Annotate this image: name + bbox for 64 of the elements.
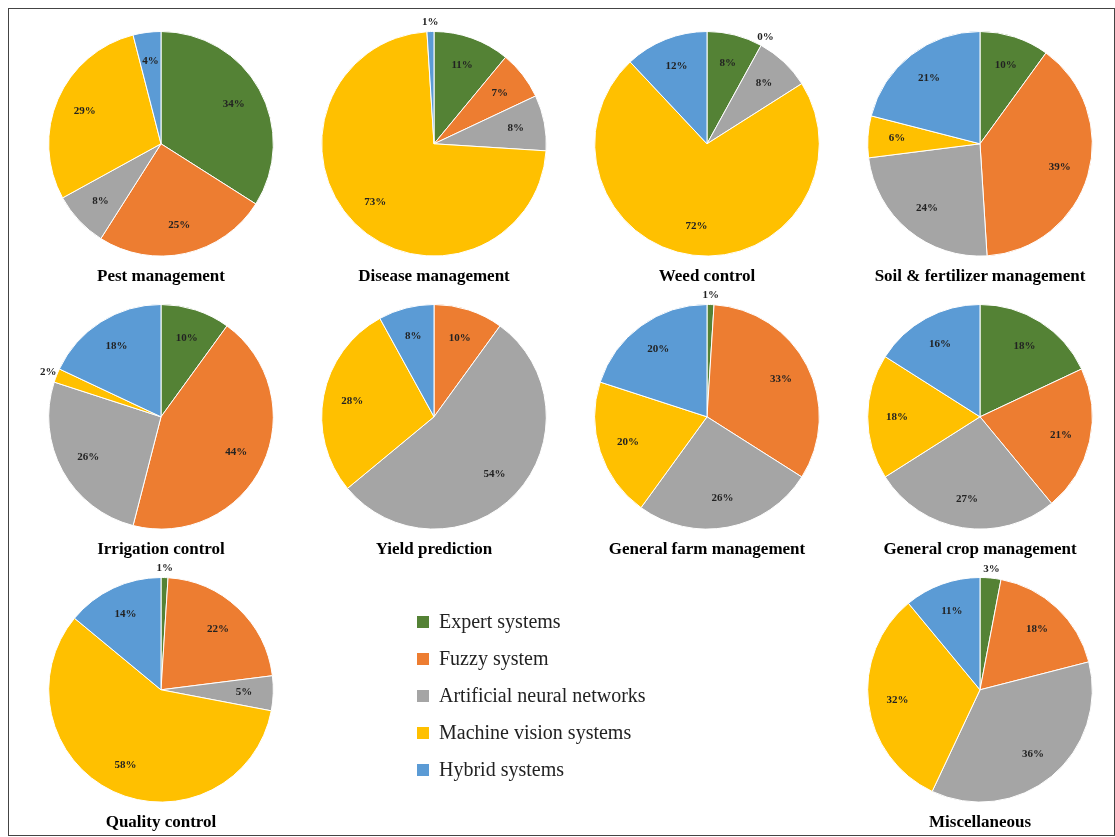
data-label: 18%: [1025, 622, 1048, 635]
data-label: 10%: [175, 330, 198, 343]
legend-label: Expert systems: [439, 610, 561, 633]
data-label: 20%: [616, 435, 639, 448]
data-label: 26%: [711, 491, 734, 504]
data-label: 10%: [448, 330, 471, 343]
data-label: 1%: [421, 15, 439, 28]
text: General crop management: [883, 539, 1077, 559]
data-label: 32%: [886, 693, 909, 706]
legend-label: Machine vision systems: [439, 721, 632, 744]
text: Quality control: [105, 812, 217, 832]
data-label: 4%: [142, 54, 159, 67]
data-label: 54%: [483, 466, 506, 479]
data-label: 14%: [114, 607, 137, 620]
data-label: 22%: [206, 622, 229, 635]
data-label: 73%: [364, 195, 387, 208]
text: 0%: [757, 30, 774, 43]
data-label: 5%: [235, 685, 253, 698]
data-label: 27%: [956, 491, 978, 504]
data-label: 8%: [755, 76, 773, 89]
data-label: 28%: [341, 394, 364, 407]
data-label: 7%: [491, 85, 508, 98]
data-label: 26%: [77, 449, 100, 462]
data-label: 24%: [916, 200, 939, 213]
data-label: 1%: [702, 288, 720, 301]
data-label: 11%: [941, 604, 963, 617]
data-label: 72%: [685, 219, 708, 232]
data-label: 39%: [1048, 159, 1071, 172]
data-label: 11%: [451, 58, 473, 71]
text: Irrigation control: [97, 539, 226, 559]
data-label: 8%: [507, 121, 524, 134]
data-label: 10%: [994, 57, 1017, 70]
data-label: 8%: [719, 56, 736, 69]
data-label: 18%: [1013, 339, 1036, 352]
data-label: 21%: [918, 70, 941, 83]
data-label: 12%: [665, 59, 688, 72]
text: Disease management: [358, 266, 511, 286]
data-label: 36%: [1021, 746, 1044, 759]
legend-label: Fuzzy system: [439, 647, 549, 670]
data-label: 3%: [983, 561, 1000, 574]
data-label: 1%: [156, 561, 174, 574]
text: Pest management: [97, 266, 226, 286]
data-label: 29%: [73, 103, 96, 116]
data-label: 25%: [168, 217, 191, 230]
text: General farm management: [608, 539, 806, 559]
data-label: 16%: [928, 336, 951, 349]
text: Miscellaneous: [929, 812, 1032, 832]
data-label: 2%: [39, 364, 57, 377]
data-label: 6%: [888, 131, 906, 144]
data-label: 18%: [105, 339, 128, 352]
text: Yield prediction: [375, 539, 493, 559]
legend-label: Artificial neural networks: [439, 684, 646, 707]
data-label: 20%: [647, 342, 670, 355]
data-label: 18%: [885, 409, 908, 422]
data-label: 21%: [1050, 427, 1073, 440]
data-label: 34%: [222, 96, 245, 109]
text: Weed control: [658, 266, 756, 286]
legend-label: Hybrid systems: [439, 758, 564, 781]
text: Soil & fertilizer management: [874, 266, 1086, 286]
data-label: 58%: [114, 757, 137, 770]
data-label: 44%: [225, 445, 248, 458]
data-label: 8%: [405, 329, 422, 342]
data-label: 33%: [770, 371, 793, 384]
data-label: 8%: [92, 193, 109, 206]
